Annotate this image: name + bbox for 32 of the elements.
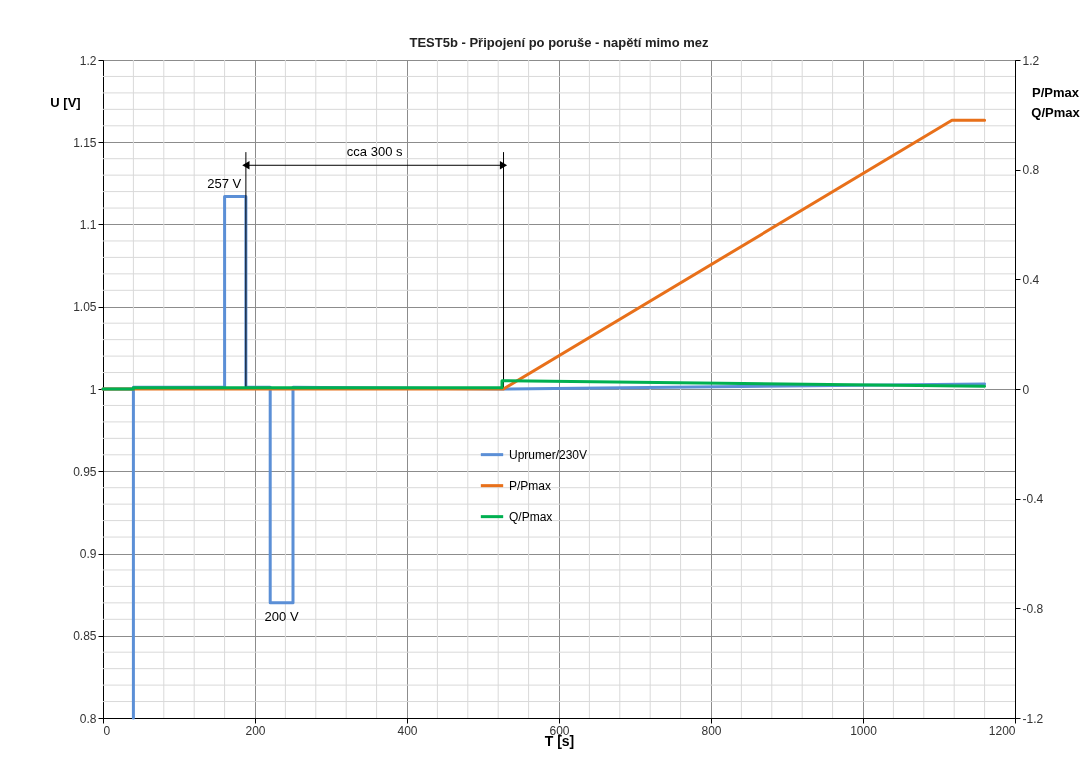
y2-tick-label: -0.8 — [1022, 601, 1044, 616]
x-tick-label: 1200 — [988, 723, 1016, 738]
legend-label: Uprumer/230V — [509, 447, 588, 462]
y-tick-label: 0.95 — [73, 464, 97, 479]
y-tick-label: 0.85 — [73, 629, 97, 644]
legend-label: Q/Pmax — [509, 509, 553, 524]
x-tick-label: 200 — [245, 723, 266, 738]
y-axis-title: U [V] — [50, 94, 81, 110]
line-series — [101, 379, 987, 391]
y2-tick-label: -1.2 — [1022, 711, 1044, 726]
y-tick-label: 1.05 — [73, 300, 97, 315]
y-tick-label: 0.9 — [79, 547, 97, 561]
x-tick-label: 1000 — [850, 723, 878, 738]
x-tick-label: 400 — [397, 723, 418, 738]
y2-tick-label: 1.2 — [1022, 53, 1040, 68]
chart-title: TEST5b - Připojení po poruše - napětí mimo mez — [409, 35, 710, 50]
y2-tick-label: -0.4 — [1022, 492, 1044, 507]
annotation: 257 V — [207, 175, 242, 191]
annotation: cca 300 s — [346, 144, 404, 160]
x-tick-label: 0 — [103, 723, 111, 738]
y-tick-label: 1.2 — [79, 53, 97, 68]
x-tick-label: 800 — [701, 723, 722, 738]
y-tick-label: 1.1 — [79, 218, 97, 232]
y2-tick-label: 0.4 — [1022, 272, 1040, 287]
y-tick-label: 0.8 — [79, 711, 97, 726]
legend-label: P/Pmax — [509, 478, 552, 493]
y2-axis-title: P/Pmax Q/Pmax — [1031, 84, 1081, 120]
y-tick-label: 1.15 — [73, 135, 97, 150]
y2-tick-label: 0.8 — [1022, 163, 1040, 178]
y-tick-label: 1 — [89, 382, 97, 397]
annotation: 200 V — [264, 608, 299, 624]
y2-tick-label: 0 — [1022, 382, 1030, 397]
